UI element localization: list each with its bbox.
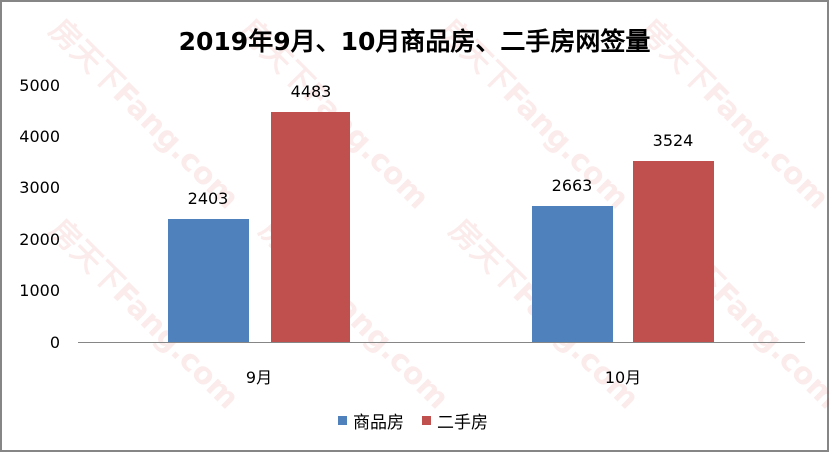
bar-shangpinfang-sep [168, 219, 249, 342]
data-label: 2663 [551, 176, 593, 195]
x-tick-label: 10月 [604, 368, 642, 387]
y-tick-label: 1000 [19, 281, 60, 300]
bar-ershoufang-oct [633, 161, 714, 342]
y-tick-label: 2000 [19, 230, 60, 249]
x-axis-line [78, 342, 805, 343]
legend-label: 二手房 [437, 413, 488, 433]
bar-ershoufang-sep [271, 112, 350, 342]
y-tick-label: 3000 [19, 178, 60, 197]
y-tick-label: 0 [49, 333, 60, 352]
legend-label: 商品房 [353, 413, 404, 433]
y-tick-label: 4000 [19, 127, 60, 146]
legend-item-ershoufang: 二手房 [422, 408, 488, 433]
bar-shangpinfang-oct [532, 206, 613, 342]
data-label: 3524 [652, 131, 694, 150]
data-label: 2403 [187, 189, 229, 208]
legend: 商品房 二手房 [338, 408, 506, 433]
legend-swatch-red [422, 416, 431, 425]
x-tick-label: 9月 [245, 368, 273, 387]
legend-swatch-blue [338, 416, 347, 425]
y-tick-label: 5000 [19, 76, 60, 95]
chart-title: 2019年9月、10月商品房、二手房网签量 [178, 27, 651, 56]
data-label: 4483 [290, 82, 332, 101]
legend-item-shangpinfang: 商品房 [338, 408, 404, 433]
